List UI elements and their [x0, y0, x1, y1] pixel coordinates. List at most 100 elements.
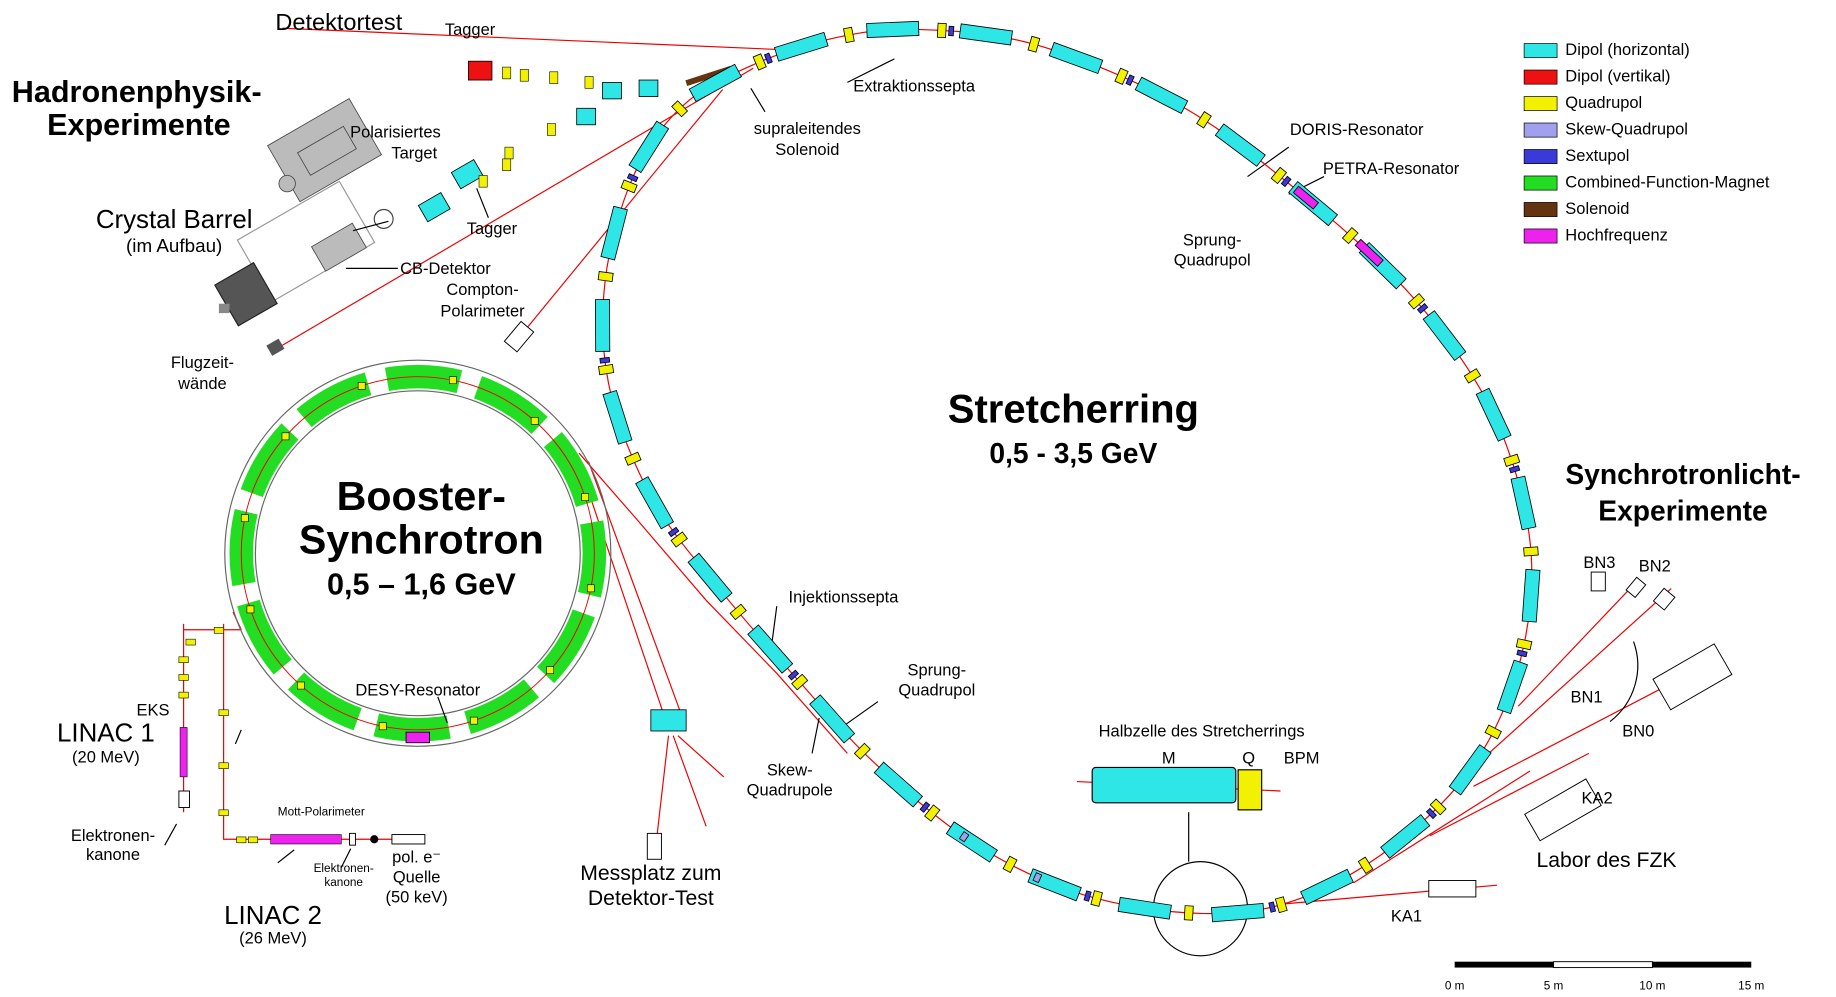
ring-title: Synchrotron	[299, 517, 544, 563]
half-cell-inset-part	[1092, 767, 1236, 802]
label: BN3	[1583, 554, 1615, 572]
ring-quadrupole	[937, 23, 946, 38]
label: LINAC 2	[224, 902, 322, 930]
transfer-quadrupole	[237, 837, 246, 843]
legend-swatch	[1524, 44, 1557, 58]
label: Target	[391, 145, 437, 163]
crystal-barrel-detector-part	[266, 339, 284, 356]
ring-sextupole	[1126, 75, 1134, 86]
booster-quadrupole	[470, 717, 477, 724]
legend-swatch	[1524, 202, 1557, 216]
label: M	[1162, 750, 1176, 768]
crystal-barrel-detector-part	[312, 223, 367, 271]
label: KA2	[1582, 790, 1613, 808]
detector-test	[647, 710, 686, 859]
transfer-quadrupole	[248, 837, 257, 843]
label: EKS	[137, 701, 170, 719]
label: LINAC 1	[57, 719, 155, 747]
legend-label: Quadrupol	[1565, 94, 1642, 112]
transfer-quadrupole	[219, 710, 228, 716]
ring-dipole	[1215, 124, 1265, 166]
label: Mott-Polarimeter	[278, 805, 365, 818]
tagger-magnet-part	[639, 80, 658, 96]
ring-title: Booster-	[337, 473, 506, 519]
ring-sextupole	[1269, 902, 1276, 912]
scale-label: 5 m	[1544, 980, 1564, 993]
booster-quadrupole	[547, 667, 554, 674]
label: (50 keV)	[386, 888, 448, 906]
scale-bar-part	[1554, 962, 1653, 968]
label: BN1	[1570, 688, 1602, 706]
ring-dipole	[1511, 476, 1536, 530]
ring-quadrupole	[598, 272, 613, 282]
label: Skew-	[767, 761, 813, 779]
ring-quadrupole	[621, 180, 637, 193]
ring-dipole	[946, 822, 997, 862]
beamlines-part	[657, 736, 724, 838]
linacs-part	[350, 833, 356, 845]
stretcher-ring	[595, 21, 1540, 921]
beamline-quadrupole	[503, 67, 511, 79]
ring-energy: 0,5 – 1,6 GeV	[327, 567, 516, 601]
crystal-barrel-detector-part	[215, 263, 277, 326]
label: Sprung-	[908, 661, 967, 679]
label: Detektortest	[275, 9, 402, 35]
legend-label: Sextupol	[1565, 147, 1629, 165]
ring-quadrupole	[1091, 891, 1103, 907]
label: Detektor-Test	[588, 887, 714, 910]
ring-dipole	[636, 477, 674, 529]
accelerator-map: Detektortest Tagger Hadronenphysik- Expe…	[0, 0, 1836, 997]
transfer-quadrupole	[219, 810, 228, 816]
booster-quadrupole	[247, 606, 254, 613]
label: Extraktionssepta	[853, 77, 976, 95]
label: Messplatz zum	[580, 862, 721, 885]
section-title: Experimente	[1598, 495, 1767, 527]
ring-dipole	[1135, 77, 1187, 113]
linacs-part	[180, 727, 187, 776]
beamline-quadrupole	[505, 147, 513, 159]
ring-dipole	[689, 64, 741, 101]
ring-dipole	[595, 300, 609, 352]
crystal-barrel-detector-part	[219, 304, 230, 313]
label: CB-Detektor	[400, 260, 491, 278]
ring-quadrupole	[1184, 906, 1193, 921]
ring-dipole	[1423, 311, 1466, 361]
ring-quadrupole	[1516, 639, 1532, 650]
transfer-quadrupole	[186, 639, 195, 645]
label: DESY-Resonator	[355, 681, 480, 699]
booster-quadrupole	[587, 585, 594, 592]
detector-test-part	[647, 833, 661, 859]
legend-swatch	[1524, 97, 1557, 111]
legend-label: Hochfrequenz	[1565, 226, 1668, 244]
label: (20 MeV)	[72, 748, 140, 766]
booster-quadrupole	[282, 433, 289, 440]
ring-sextupole	[1509, 466, 1519, 473]
label: KA1	[1391, 907, 1422, 925]
label: (im Aufbau)	[126, 235, 222, 256]
booster-quadrupole	[449, 377, 456, 384]
ring-dipole	[1301, 869, 1354, 904]
ring-quadrupole	[1524, 547, 1539, 556]
ring-quadrupole	[753, 54, 766, 70]
section-title: Hadronenphysik-	[12, 75, 262, 109]
ring-quadrupole	[1464, 369, 1480, 383]
synchrotron-beamlines-part	[1653, 588, 1674, 610]
label: Quadrupol	[898, 681, 975, 699]
linacs-part	[370, 835, 378, 843]
label: Injektionssepta	[789, 588, 900, 606]
booster-ring-part	[406, 732, 430, 743]
synchrotron-beamlines-part	[1626, 577, 1646, 597]
legend-label: Combined-Function-Magnet	[1565, 173, 1770, 191]
ring-quadrupole	[1115, 68, 1128, 84]
tagger-magnet-part	[418, 193, 450, 222]
legend-swatch	[1524, 229, 1557, 243]
linacs-part	[179, 791, 190, 807]
ring-sextupole	[920, 802, 930, 812]
legend-label: Dipol (vertikal)	[1565, 67, 1670, 85]
ring-sextupole	[668, 527, 678, 536]
label: Labor des FZK	[1536, 849, 1676, 872]
label: Tagger	[467, 220, 518, 238]
ring-dipole	[1476, 388, 1511, 441]
beamline-quadrupole	[479, 175, 487, 187]
synchrotron-beamlines-part	[1610, 642, 1638, 722]
